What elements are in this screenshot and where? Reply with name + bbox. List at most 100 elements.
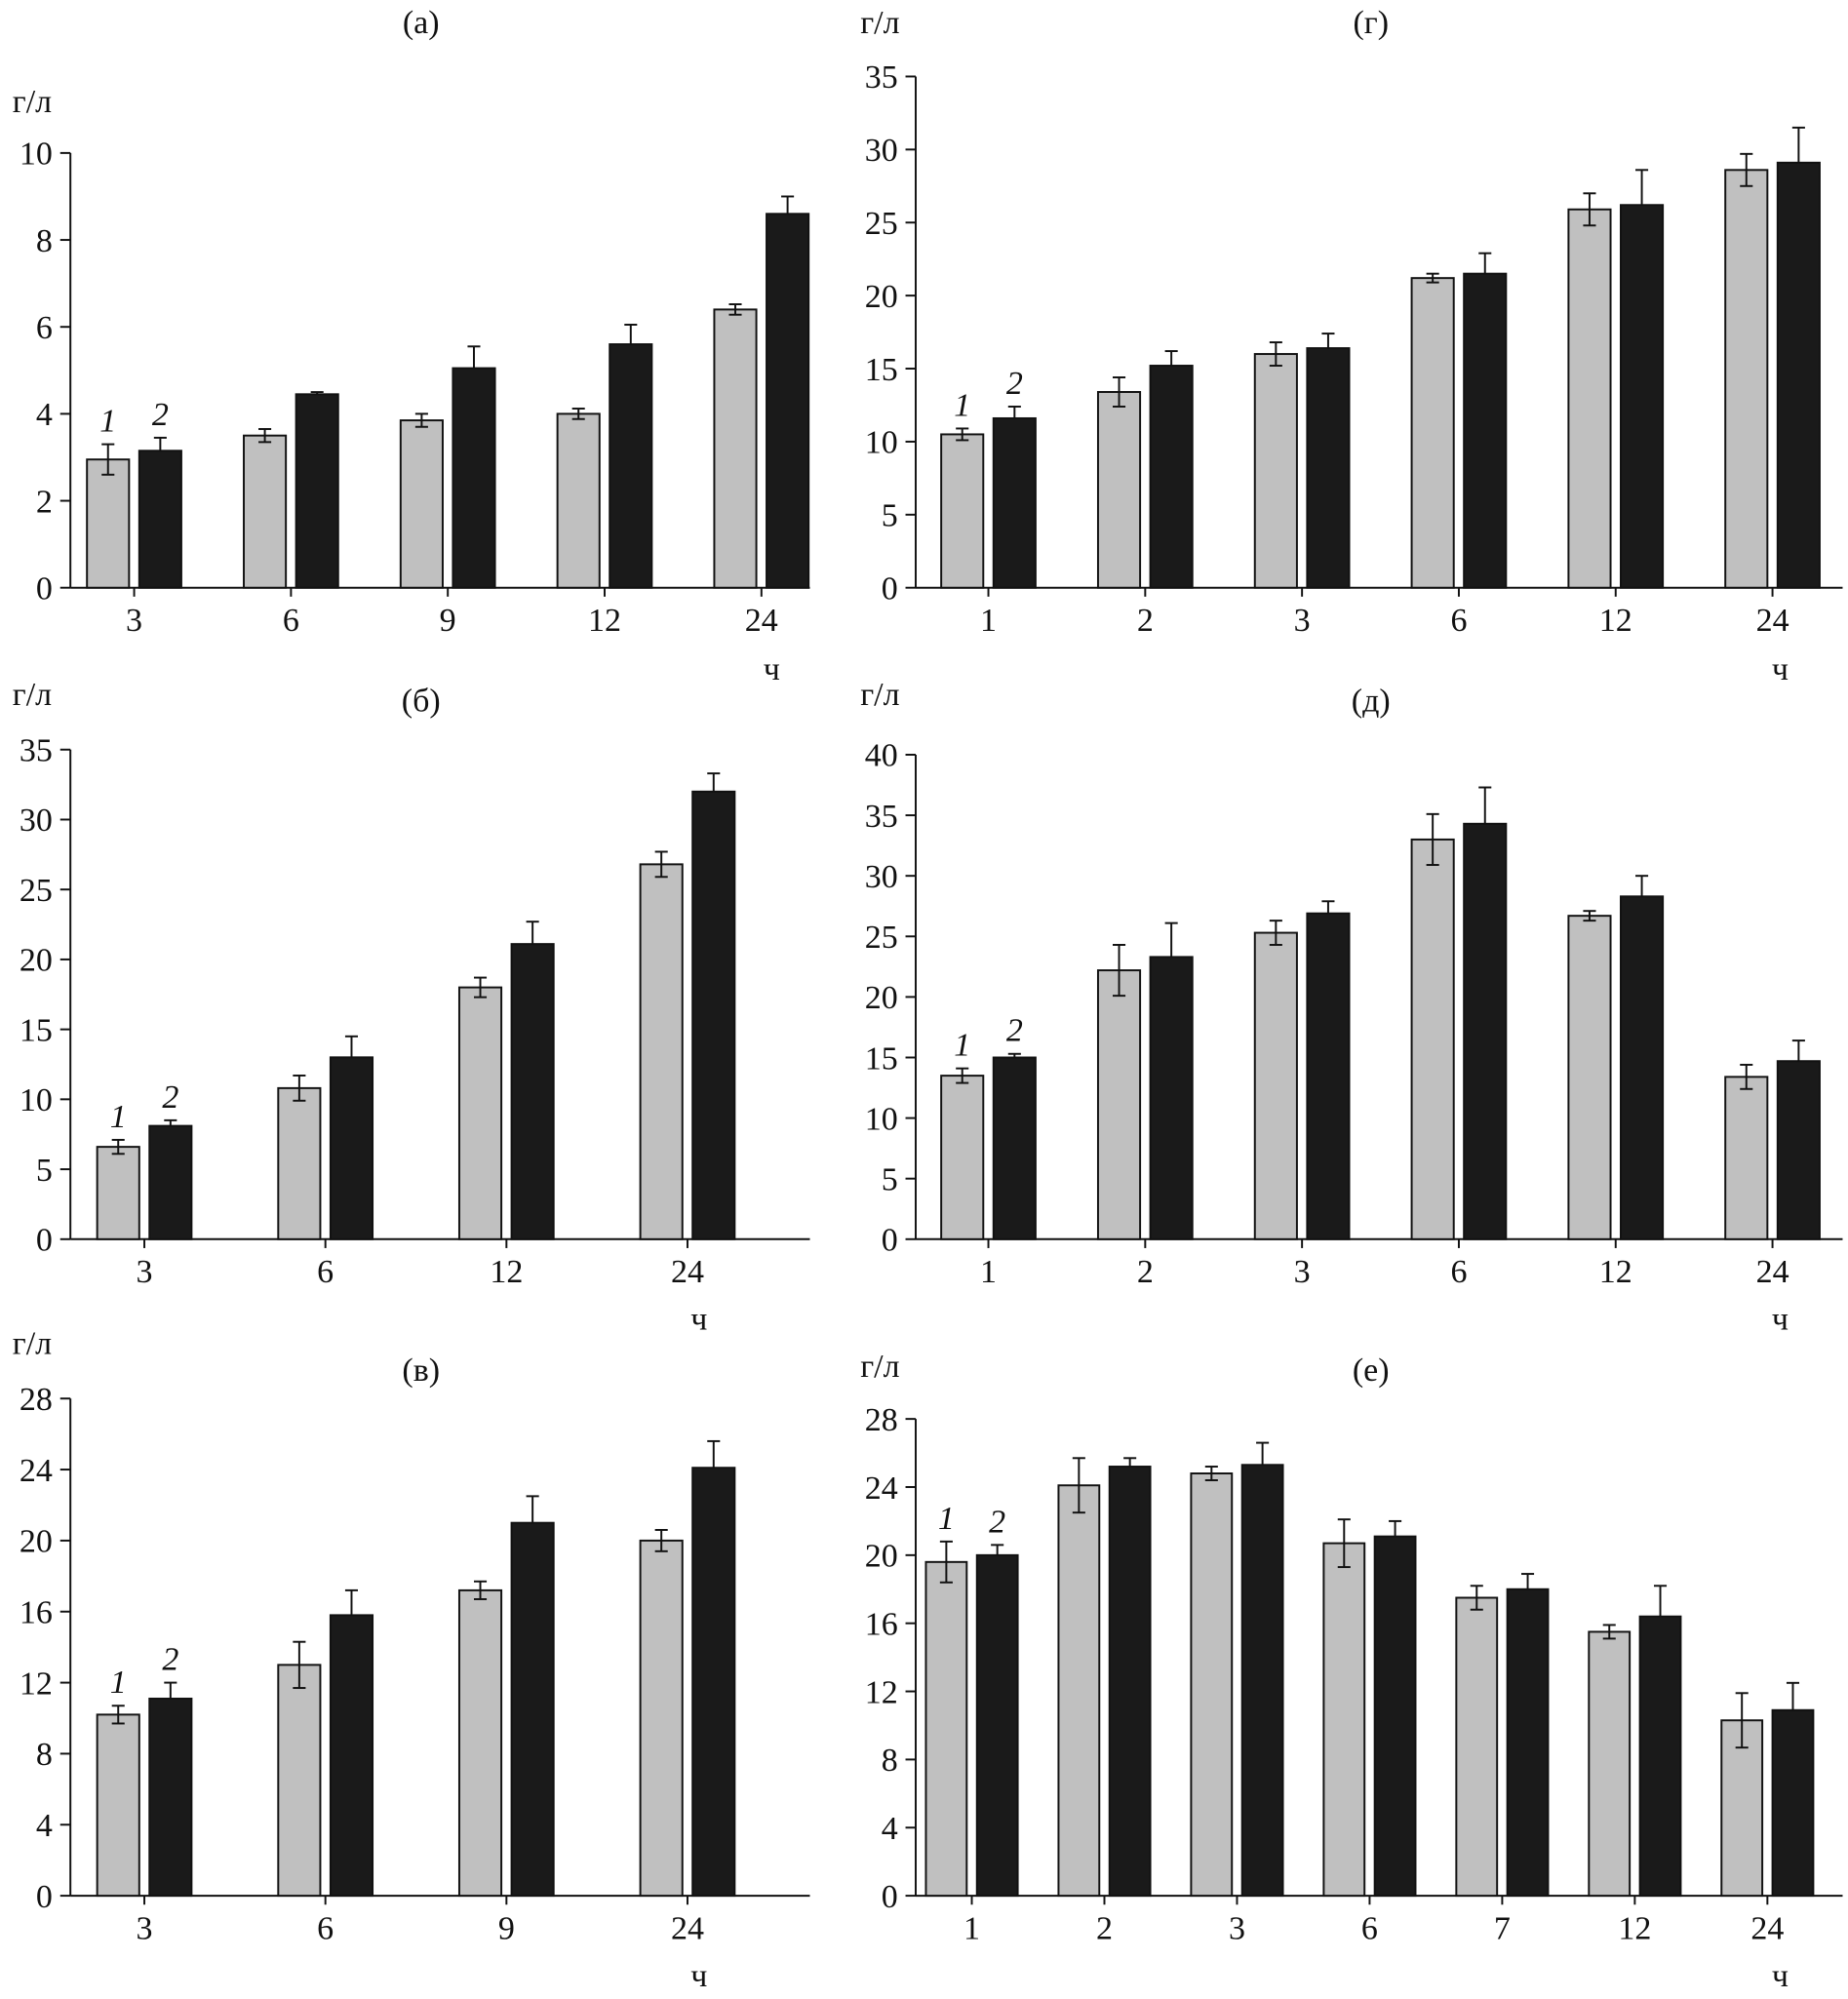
x-tick-label: 1 <box>963 1911 980 1947</box>
panel-3: (в) г/л ч 0 4 8 12 16 20 24 28 3 12 6 9 24 <box>13 1325 810 1994</box>
bar-series-2 <box>691 790 736 1240</box>
y-tick-label: 0 <box>882 1879 898 1915</box>
y-tick-label: 5 <box>882 1161 898 1197</box>
bar-series-1 <box>1322 1542 1366 1898</box>
bar-series-1 <box>1567 915 1612 1240</box>
y-tick-label: 6 <box>36 310 53 346</box>
bar-series-1 <box>1190 1472 1234 1898</box>
x-tick-label: 24 <box>1756 603 1789 639</box>
bar-series-1 <box>1410 277 1455 589</box>
y-tick-label: 12 <box>20 1666 53 1702</box>
x-tick-label: 24 <box>671 1911 704 1947</box>
bar-series-1 <box>457 1588 503 1898</box>
series-label-1: 1 <box>954 387 970 423</box>
y-tick-label: 20 <box>865 279 898 315</box>
x-axis-label: ч <box>690 1302 707 1338</box>
y-tick-label: 10 <box>865 425 898 461</box>
y-tick-label: 28 <box>20 1382 53 1418</box>
y-tick-label: 16 <box>865 1606 898 1642</box>
y-tick-label: 15 <box>865 1040 898 1077</box>
bar-series-2 <box>992 416 1037 589</box>
y-tick-label: 8 <box>36 223 53 259</box>
y-axis-label: г/л <box>13 84 52 120</box>
y-axis-label: г/л <box>13 677 52 713</box>
x-tick-label: 12 <box>1599 1254 1632 1290</box>
y-tick-label: 30 <box>865 133 898 169</box>
x-tick-label: 7 <box>1494 1911 1511 1947</box>
y-tick-label: 40 <box>865 738 898 774</box>
bar-series-2 <box>1240 1464 1284 1898</box>
x-tick-label: 24 <box>1756 1254 1789 1290</box>
x-tick-label: 6 <box>283 603 299 639</box>
x-tick-label: 3 <box>137 1254 153 1290</box>
bar-series-1 <box>924 1560 968 1898</box>
y-tick-label: 15 <box>865 352 898 388</box>
bar-series-1 <box>1096 391 1142 589</box>
series-label-2: 2 <box>152 397 169 433</box>
y-tick-label: 4 <box>882 1811 898 1847</box>
bar-series-2 <box>1776 161 1821 589</box>
x-tick-label: 2 <box>1096 1911 1113 1947</box>
panel-title: (г) <box>1353 5 1389 41</box>
bar-series-1 <box>556 412 601 589</box>
x-tick-label: 1 <box>980 1254 997 1290</box>
y-tick-label: 20 <box>865 1539 898 1575</box>
series-label-2: 2 <box>162 1079 178 1116</box>
x-tick-label: 1 <box>980 603 997 639</box>
y-tick-label: 35 <box>865 59 898 96</box>
bar-series-2 <box>1463 272 1508 589</box>
bar-series-2 <box>148 1697 193 1898</box>
x-tick-label: 3 <box>1229 1911 1245 1947</box>
bar-series-2 <box>1638 1615 1682 1898</box>
series-label-2: 2 <box>1006 366 1023 402</box>
bar-series-2 <box>329 1056 374 1240</box>
series-label-1: 1 <box>954 1028 970 1064</box>
x-tick-label: 6 <box>1450 1254 1467 1290</box>
bar-series-2 <box>975 1553 1019 1898</box>
bar-series-2 <box>1620 204 1665 589</box>
x-tick-label: 9 <box>498 1911 515 1947</box>
x-tick-label: 6 <box>317 1911 334 1947</box>
y-tick-label: 5 <box>882 498 898 534</box>
bar-series-2 <box>148 1124 193 1240</box>
y-tick-label: 30 <box>20 803 53 839</box>
bar-series-2 <box>691 1467 736 1898</box>
y-tick-label: 28 <box>865 1402 898 1438</box>
bar-series-1 <box>940 433 985 589</box>
bar-series-1 <box>1253 931 1298 1240</box>
bar-series-1 <box>1588 1630 1632 1898</box>
y-axis-label: г/л <box>13 1325 52 1361</box>
bar-series-1 <box>96 1713 140 1898</box>
y-tick-label: 25 <box>20 873 53 909</box>
x-tick-label: 3 <box>1294 603 1311 639</box>
bar-series-2 <box>295 393 339 589</box>
y-tick-label: 0 <box>36 1879 53 1915</box>
x-tick-label: 24 <box>1750 1911 1784 1947</box>
y-tick-label: 15 <box>20 1012 53 1048</box>
bar-series-1 <box>96 1146 140 1240</box>
x-tick-label: 12 <box>1618 1911 1651 1947</box>
x-tick-label: 6 <box>1450 603 1467 639</box>
y-axis-label: г/л <box>860 1349 899 1385</box>
x-axis-label: ч <box>1772 1302 1789 1338</box>
bar-series-2 <box>1306 912 1351 1240</box>
y-tick-label: 10 <box>20 137 53 173</box>
y-axis-label: г/л <box>860 5 899 41</box>
x-axis-label: ч <box>1772 1958 1789 1994</box>
bar-series-1 <box>1455 1596 1499 1898</box>
panel-title: (в) <box>402 1352 440 1389</box>
bar-series-1 <box>639 863 684 1240</box>
bar-series-2 <box>1108 1466 1152 1898</box>
x-tick-label: 3 <box>1294 1254 1311 1290</box>
x-axis-label: ч <box>1772 651 1789 687</box>
bar-series-1 <box>1410 838 1455 1240</box>
x-tick-label: 6 <box>1361 1911 1378 1947</box>
x-tick-label: 12 <box>588 603 621 639</box>
x-axis-label: ч <box>764 651 780 687</box>
x-tick-label: 24 <box>671 1254 704 1290</box>
y-tick-label: 30 <box>865 859 898 895</box>
